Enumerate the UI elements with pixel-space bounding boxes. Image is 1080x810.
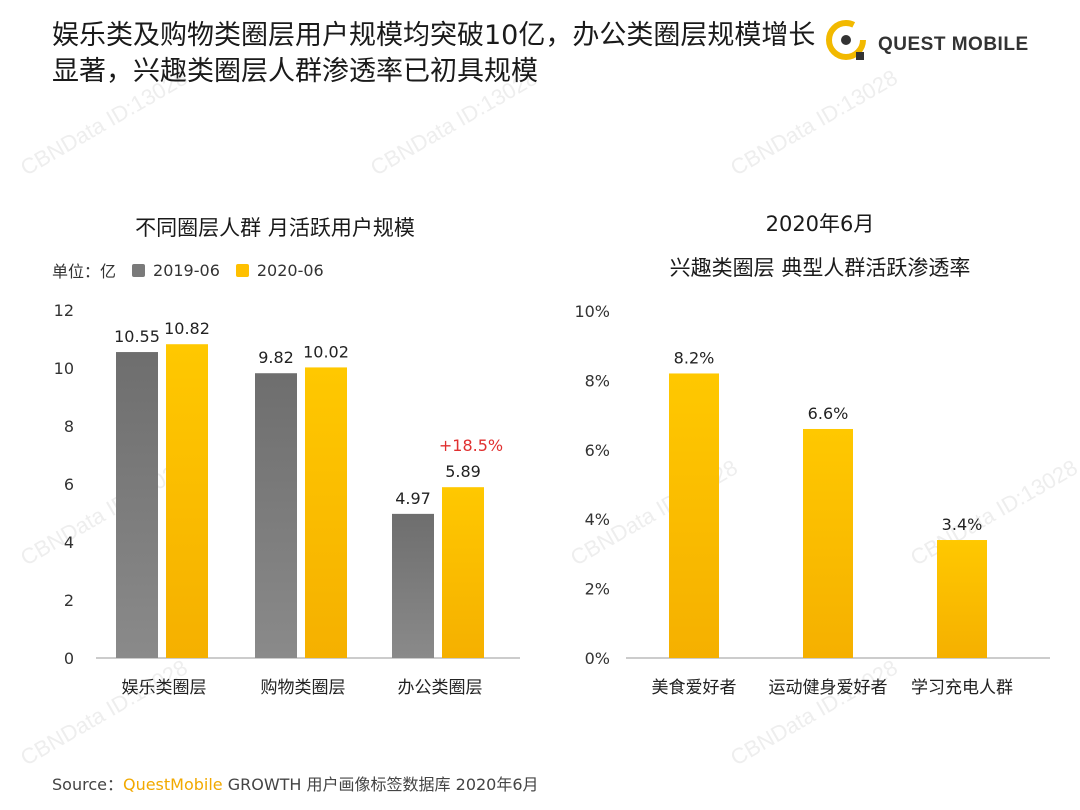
y-tick-label: 4% xyxy=(585,510,610,529)
y-tick-label: 12 xyxy=(54,301,74,320)
bar-value-label: 10.55 xyxy=(114,327,160,346)
y-tick-label: 10 xyxy=(54,359,74,378)
x-tick-label: 学习充电人群 xyxy=(911,678,1013,698)
x-tick-label: 办公类圈层 xyxy=(398,678,483,698)
bar-2020-06 xyxy=(442,487,484,658)
y-tick-label: 8 xyxy=(64,417,74,436)
y-tick-label: 0 xyxy=(64,649,74,668)
growth-annotation: +18.5% xyxy=(439,436,503,455)
bar-2020-06 xyxy=(305,367,347,658)
y-tick-label: 6 xyxy=(64,475,74,494)
quest-mobile-logo: QUEST MOBILE xyxy=(820,14,1050,74)
bar-2020-06 xyxy=(166,344,208,658)
bar-2019-06 xyxy=(255,373,297,658)
right-chart-title-line1: 2020年6月 xyxy=(765,212,875,236)
y-tick-label: 6% xyxy=(585,441,610,460)
x-tick-label: 购物类圈层 xyxy=(261,678,346,698)
bar-2019-06 xyxy=(392,513,434,658)
x-tick-label: 运动健身爱好者 xyxy=(769,678,888,698)
y-tick-label: 8% xyxy=(585,371,610,390)
bar-value-label: 8.2% xyxy=(674,348,715,367)
x-tick-label: 美食爱好者 xyxy=(652,678,737,698)
x-tick-label: 娱乐类圈层 xyxy=(122,678,207,698)
bar-value-label: 10.02 xyxy=(303,342,349,361)
y-tick-label: 2 xyxy=(64,591,74,610)
y-tick-label: 0% xyxy=(585,649,610,668)
left-chart-title: 不同圈层人群 月活跃用户规模 xyxy=(135,216,415,240)
legend-swatch-2020 xyxy=(235,263,249,277)
right-chart-title-line2: 兴趣类圈层 典型人群活跃渗透率 xyxy=(669,256,971,280)
legend-label-2019: 2019-06 xyxy=(153,260,220,280)
logo-mark-icon xyxy=(826,20,866,60)
unit-label: 单位：亿 xyxy=(52,262,117,281)
legend: 单位：亿 2019-06 2020-06 xyxy=(52,258,324,282)
legend-swatch-2019 xyxy=(132,263,146,277)
bar-value-label: 10.82 xyxy=(164,319,210,338)
bar-value-label: 5.89 xyxy=(445,462,481,481)
source-text: GROWTH 用户画像标签数据库 2020年6月 xyxy=(222,775,539,794)
legend-label-2020: 2020-06 xyxy=(256,260,324,280)
logo-text: QUEST MOBILE xyxy=(878,34,1029,55)
bar-value-label: 6.6% xyxy=(808,404,849,423)
bar xyxy=(803,428,853,658)
source-note: Source：QuestMobile GROWTH 用户画像标签数据库 2020… xyxy=(52,771,539,795)
y-tick-label: 10% xyxy=(574,302,610,321)
bar-value-label: 4.97 xyxy=(395,489,431,508)
bar-2019-06 xyxy=(116,352,158,658)
bar-value-label: 9.82 xyxy=(258,348,294,367)
y-tick-label: 4 xyxy=(64,533,74,552)
bar xyxy=(937,540,987,658)
source-brand: QuestMobile xyxy=(122,775,223,794)
source-prefix: Source： xyxy=(52,775,123,794)
bar xyxy=(669,373,719,658)
bar-value-label: 3.4% xyxy=(942,515,983,534)
y-tick-label: 2% xyxy=(585,580,610,599)
page-title: 娱乐类及购物类圈层用户规模均突破10亿，办公类圈层规模增长显著，兴趣类圈层人群渗… xyxy=(52,20,816,87)
